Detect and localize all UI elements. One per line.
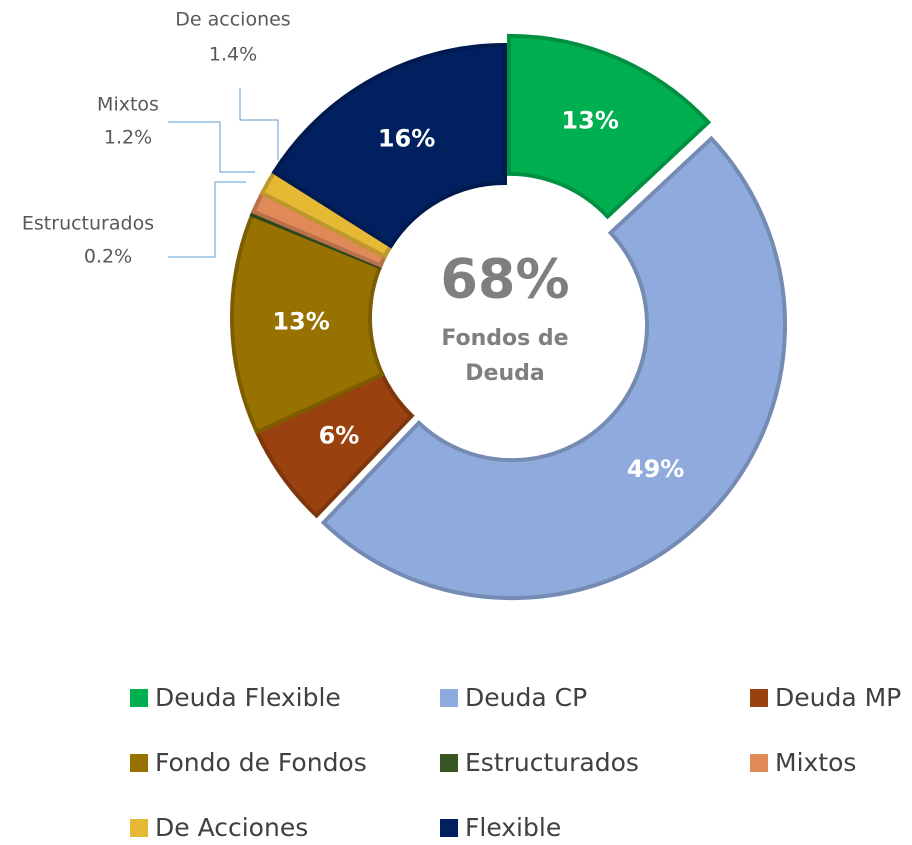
leader-line (239, 88, 279, 160)
legend-label: Deuda MP (775, 683, 901, 712)
legend-swatch (130, 689, 148, 707)
outer-name: De acciones (175, 9, 290, 31)
data-label: 1.4% (209, 44, 257, 66)
legend-swatch (130, 819, 148, 837)
legend-swatch (440, 689, 458, 707)
center-label: Fondos de (441, 326, 568, 351)
leader-line (168, 121, 255, 173)
legend-label: Deuda Flexible (155, 683, 341, 712)
slice (506, 33, 712, 220)
slice (320, 135, 788, 601)
legend-label: De Acciones (155, 813, 308, 842)
data-label: 6% (319, 422, 360, 450)
data-label: 16% (378, 124, 435, 152)
legend-swatch (440, 819, 458, 837)
data-label: 1.2% (104, 127, 152, 149)
legend-label: Flexible (465, 813, 561, 842)
data-label: 13% (272, 307, 329, 335)
slice (271, 42, 507, 249)
center-value: 68% (440, 248, 569, 311)
data-label: 49% (627, 455, 684, 483)
legend-label: Mixtos (775, 748, 856, 777)
legend-swatch (130, 754, 148, 772)
center-label: Deuda (465, 361, 544, 386)
data-label: 0.2% (84, 246, 132, 268)
data-label: 13% (561, 107, 618, 135)
leader-line (168, 181, 246, 258)
outer-name: Mixtos (97, 94, 159, 116)
legend-swatch (750, 689, 768, 707)
outer-name: Estructurados (22, 213, 154, 235)
legend-label: Estructurados (465, 748, 639, 777)
legend-label: Fondo de Fondos (155, 748, 367, 777)
legend-swatch (440, 754, 458, 772)
slice (230, 212, 386, 435)
legend-swatch (750, 754, 768, 772)
legend-label: Deuda CP (465, 683, 587, 712)
